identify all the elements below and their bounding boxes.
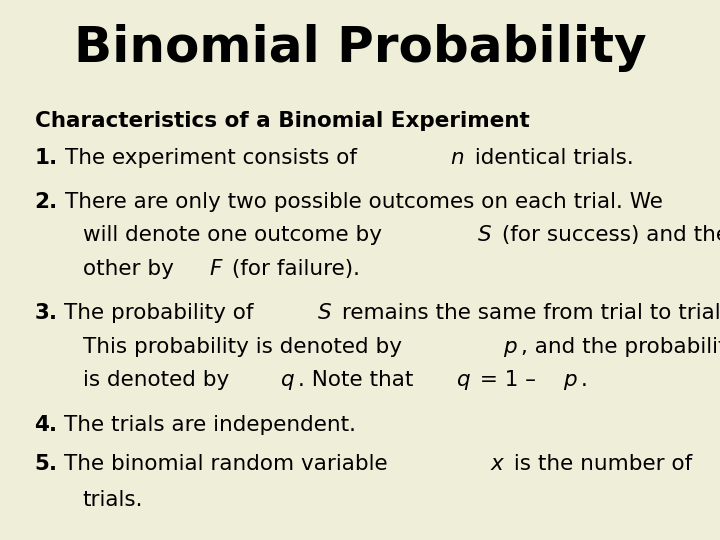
Text: q: q <box>456 370 469 390</box>
Text: F: F <box>209 259 221 279</box>
Text: , and the probability of: , and the probability of <box>521 337 720 357</box>
Text: .: . <box>581 370 588 390</box>
Text: (for failure).: (for failure). <box>225 259 360 279</box>
Text: is denoted by: is denoted by <box>83 370 236 390</box>
Text: x: x <box>491 454 503 474</box>
Text: n: n <box>450 148 464 168</box>
Text: There are only two possible outcomes on each trial. We: There are only two possible outcomes on … <box>65 192 662 212</box>
Text: 2.: 2. <box>35 192 58 212</box>
Text: The binomial random variable: The binomial random variable <box>64 454 395 474</box>
Text: Characteristics of a Binomial Experiment: Characteristics of a Binomial Experiment <box>35 111 529 131</box>
Text: 4.: 4. <box>35 415 58 435</box>
Text: . Note that: . Note that <box>298 370 420 390</box>
Text: This probability is denoted by: This probability is denoted by <box>83 337 409 357</box>
Text: p: p <box>563 370 577 390</box>
Text: p: p <box>503 337 517 357</box>
Text: The trials are independent.: The trials are independent. <box>64 415 356 435</box>
Text: identical trials.: identical trials. <box>468 148 634 168</box>
Text: remains the same from trial to trial.: remains the same from trial to trial. <box>336 303 720 323</box>
Text: The experiment consists of: The experiment consists of <box>65 148 364 168</box>
Text: 1.: 1. <box>35 148 58 168</box>
Text: q: q <box>280 370 294 390</box>
Text: trials.: trials. <box>83 490 143 510</box>
Text: is the number of: is the number of <box>508 454 699 474</box>
Text: S: S <box>318 303 331 323</box>
Text: The probability of: The probability of <box>64 303 261 323</box>
Text: 5.: 5. <box>35 454 58 474</box>
Text: (for success) and the: (for success) and the <box>495 225 720 245</box>
Text: 3.: 3. <box>35 303 58 323</box>
Text: S: S <box>477 225 491 245</box>
Text: = 1 –: = 1 – <box>473 370 543 390</box>
Text: Binomial Probability: Binomial Probability <box>73 24 647 72</box>
Text: will denote one outcome by: will denote one outcome by <box>83 225 389 245</box>
Text: other by: other by <box>83 259 181 279</box>
